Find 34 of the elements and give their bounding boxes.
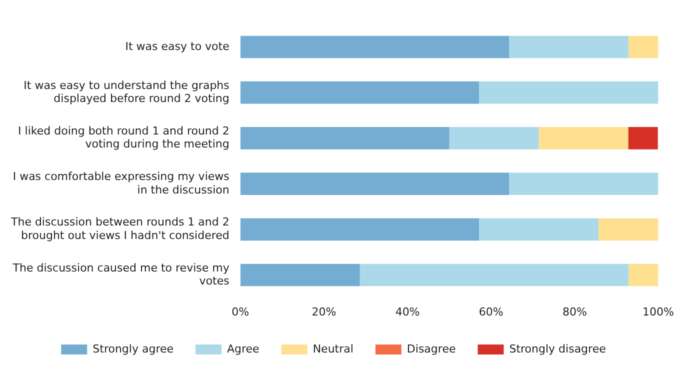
legend-label: Strongly disagree <box>509 342 606 356</box>
x-tick-label: 40% <box>395 305 420 318</box>
x-tick-label: 60% <box>478 305 504 318</box>
bar <box>509 36 629 58</box>
bar <box>478 81 658 104</box>
bar <box>598 218 658 241</box>
legend-label: Agree <box>227 342 260 356</box>
bar <box>538 127 628 150</box>
x-tick-label: 100% <box>642 305 674 318</box>
y-tick-label: I was comfortable expressing my views in the discussion <box>12 170 230 196</box>
y-tick-label: I liked doing both round 1 and round 2 voting during the meeting <box>18 124 230 151</box>
y-tick-label: It was easy to vote <box>125 40 230 53</box>
legend-label: Neutral <box>312 342 354 356</box>
bar <box>360 264 629 286</box>
bar <box>240 127 450 150</box>
y-tick-label: The discussion between rounds 1 and 2 brought out views I hadn't considered <box>10 216 230 242</box>
bar <box>240 36 510 58</box>
bar <box>240 264 360 286</box>
legend-label: Disagree <box>406 342 456 356</box>
bar <box>628 264 658 286</box>
x-tick-label: 0% <box>232 305 250 318</box>
bar <box>240 218 479 241</box>
bar <box>628 127 658 150</box>
bar <box>509 172 658 195</box>
bar <box>478 218 599 241</box>
legend-label: Strongly agree <box>92 342 174 356</box>
x-tick-label: 20% <box>312 305 336 318</box>
bar <box>240 172 510 195</box>
bar <box>628 36 658 58</box>
y-tick-label: The discussion caused me to revise my votes <box>12 261 230 288</box>
x-tick-label: 80% <box>562 305 587 318</box>
y-tick-label: It was easy to understand the graphs displayed before round 2 voting <box>24 78 230 106</box>
bar <box>240 81 479 104</box>
bar <box>449 127 539 150</box>
